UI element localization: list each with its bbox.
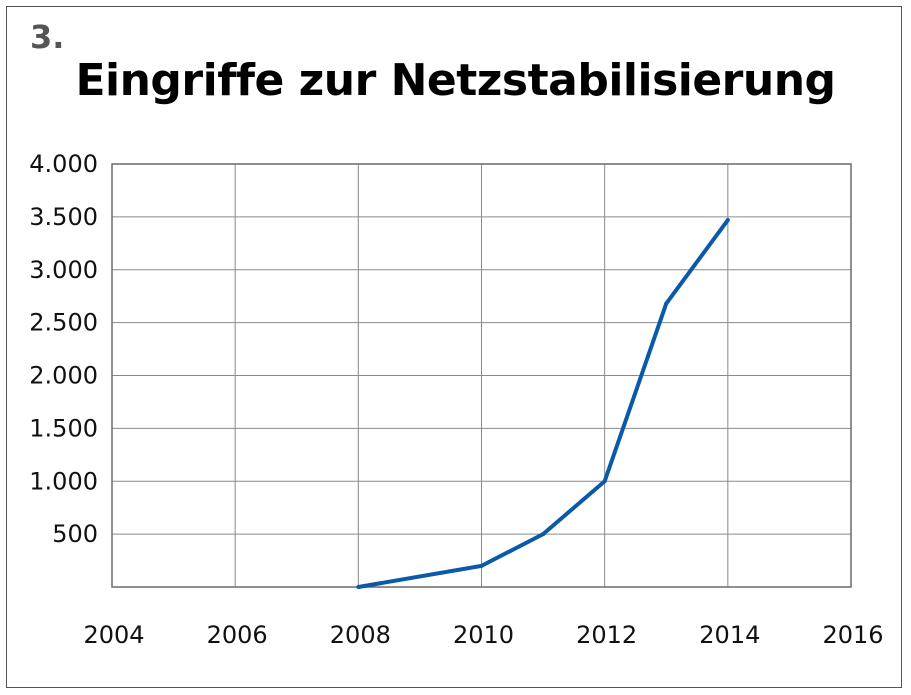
y-axis-ticks: 500 1.000 1.500 2.000 2.500 3.000 3.500 4.000	[29, 150, 98, 548]
y-tick-label: 3.500	[29, 203, 98, 231]
y-tick-label: 3.000	[29, 256, 98, 284]
x-tick-label: 2016	[822, 621, 883, 649]
x-tick-label: 2012	[576, 621, 637, 649]
data-point	[725, 218, 730, 223]
data-point	[479, 563, 484, 568]
y-tick-label: 500	[52, 520, 98, 548]
y-tick-label: 1.000	[29, 467, 98, 495]
grid	[112, 164, 851, 587]
y-tick-label: 1.500	[29, 414, 98, 442]
x-tick-label: 2014	[699, 621, 760, 649]
x-tick-label: 2006	[207, 621, 268, 649]
figure-frame	[6, 6, 902, 688]
series-line	[357, 218, 730, 589]
y-tick-label: 4.000	[29, 150, 98, 178]
data-point	[356, 585, 361, 589]
data-point	[602, 479, 607, 484]
plot-area-border	[111, 163, 852, 588]
figure-number: 3.	[30, 18, 65, 56]
x-tick-label: 2008	[330, 621, 391, 649]
data-point	[664, 301, 669, 306]
axes	[111, 163, 852, 588]
x-axis-ticks: 2004 2006 2008 2010 2012 2014 2016	[83, 621, 883, 649]
chart-title: Eingriffe zur Netzstabilisierung	[75, 55, 836, 106]
x-tick-label: 2004	[83, 621, 144, 649]
x-tick-label: 2010	[453, 621, 514, 649]
data-point	[541, 532, 546, 537]
series-layer	[356, 218, 730, 589]
y-tick-label: 2.500	[29, 309, 98, 337]
y-tick-label: 2.000	[29, 362, 98, 390]
